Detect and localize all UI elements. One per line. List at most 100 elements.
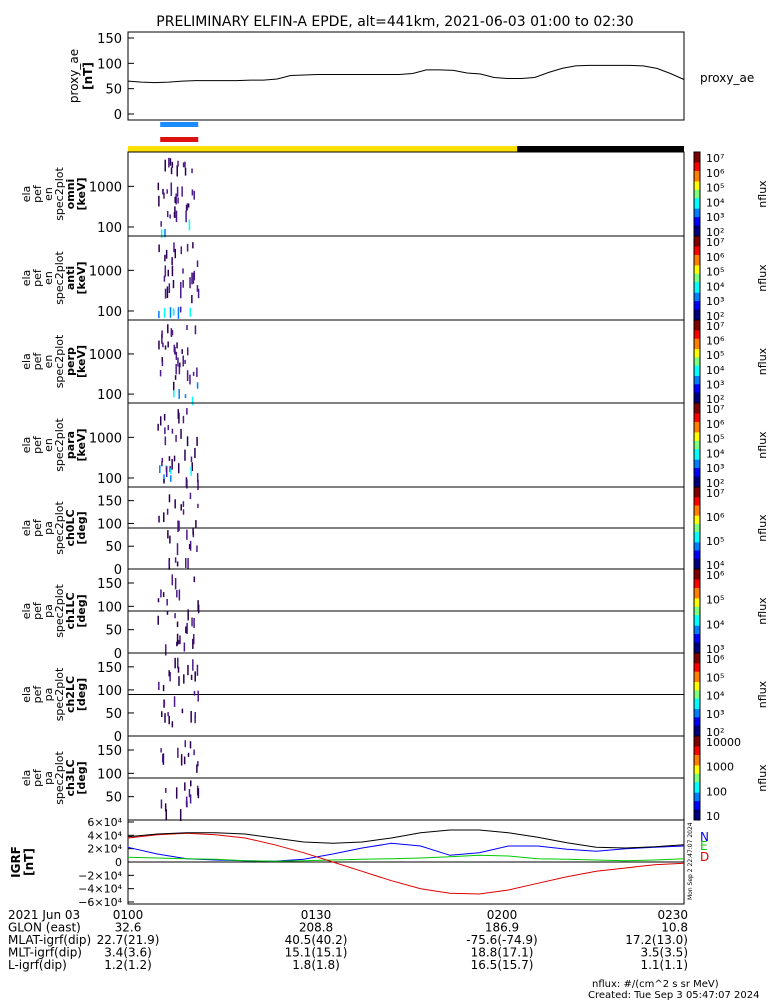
colorbar-segment [694, 729, 700, 733]
spectrogram-cell [177, 197, 179, 204]
colorbar-segment [694, 288, 700, 292]
colorbar-segment [694, 311, 700, 315]
panel-ylabel-line: en [42, 187, 55, 201]
colorbar-segment [694, 778, 700, 781]
ephemeris-row-label: L-igrf(dip) [8, 958, 67, 972]
colorbar-segment [694, 162, 700, 166]
panel-frame [127, 402, 685, 488]
colorbar-segment [694, 581, 700, 585]
spectrogram-cell [179, 306, 182, 313]
colorbar-segment [694, 200, 700, 203]
spectrogram-cell [192, 272, 195, 284]
colorbar-tick-label: 10⁴ [706, 447, 725, 460]
spectrogram-cell [158, 244, 160, 253]
igrf-ytick-label: −4×10⁴ [78, 883, 122, 896]
colorbar-segment [694, 371, 700, 375]
ephemeris-cell: 16.5(15.7) [471, 958, 534, 972]
panel-ylabel-line: pef [31, 601, 44, 620]
colorbar-tick-label: 10⁴ [706, 364, 725, 377]
colorbar-segment [694, 579, 700, 583]
colorbar-segment [694, 384, 700, 387]
colorbar-tick-label: 10³ [706, 643, 724, 656]
proxy-ae-ytick-label: 50 [105, 83, 122, 98]
colorbar-tick-label: 10⁵ [706, 349, 724, 362]
spectrogram-cell [187, 664, 189, 676]
colorbar-segment [694, 240, 700, 243]
colorbar-segment [694, 367, 700, 371]
spectrogram-cell [167, 269, 170, 277]
spectrogram-cell [175, 434, 177, 442]
colorbar-tick-label: 10² [706, 393, 724, 406]
panel-ylabel-line: omni [64, 179, 77, 210]
colorbar-segment [694, 803, 700, 806]
colorbar-tick-label: 10⁴ [706, 690, 725, 703]
colorbar-segment [694, 538, 700, 541]
colorbar-segment [694, 196, 700, 199]
colorbar-segment [694, 773, 700, 777]
colorbar-segment [694, 246, 700, 250]
panel-ylabel-line: spec2plot [53, 167, 66, 221]
spectrogram-cell [184, 740, 187, 748]
colorbar-segment [694, 627, 700, 631]
spectrogram-cells [158, 324, 199, 406]
spectrogram-cell [163, 478, 165, 484]
colorbar-segment [694, 351, 700, 354]
colorbar-segment [694, 376, 700, 379]
spectrogram-cell [170, 182, 173, 190]
spectrogram-cell [163, 275, 166, 282]
colorbar-label: nflux [756, 764, 769, 792]
spectrogram-cell [186, 370, 189, 381]
colorbar-segment [694, 269, 700, 273]
igrf-ylabel-line1: IGRF [9, 846, 23, 878]
spectrogram-cell [172, 279, 175, 289]
colorbar-segment [694, 655, 700, 658]
panel-ytick-label: 150 [97, 661, 122, 676]
spectrogram-cell [173, 455, 176, 462]
spectrogram-cell [177, 666, 180, 673]
colorbar-segment [694, 194, 700, 197]
spectrogram-cell [163, 192, 165, 199]
colorbar-segment [694, 380, 700, 383]
colorbar-segment [694, 629, 700, 633]
proxy-ae-panel: 0 50 100 150 proxy_ae [nT] proxy_ae [67, 31, 754, 123]
colorbar-segment [694, 517, 700, 521]
colorbar-tick-label: 10⁶ [706, 511, 725, 524]
colorbar-segment [694, 185, 700, 189]
spectrogram-cell [163, 414, 166, 421]
colorbar-segment [694, 320, 700, 323]
colorbar-segment [694, 784, 700, 787]
colorbar-segment [694, 328, 700, 331]
colorbar-segment [694, 307, 700, 310]
spectrogram-cell [196, 382, 199, 389]
panel-ytick-label: 1000 [89, 348, 122, 363]
spectrogram-cell [192, 242, 194, 249]
colorbar-segment [694, 271, 700, 275]
spectrogram-cell [168, 715, 170, 725]
colorbar-segment [694, 650, 700, 654]
colorbar-segment [694, 562, 700, 566]
spectrogram-cell [182, 162, 185, 168]
side-timestamp: Mon Sep 2 22:47:07 2024 [687, 822, 694, 900]
colorbar-segment [694, 346, 700, 350]
panel-ytick-label: 100 [97, 305, 122, 320]
spectrogram-cell [176, 165, 178, 177]
colorbar-segment [694, 263, 700, 266]
spectrogram-cell [160, 221, 162, 227]
colorbar-segment [694, 449, 700, 452]
spectrogram-cell [192, 659, 194, 671]
spectrogram-cell [168, 283, 171, 293]
spectrogram-cell [194, 715, 196, 724]
spectrogram-cell [196, 764, 198, 773]
spectrogram-cell [196, 664, 199, 676]
colorbar-segment [694, 731, 700, 735]
spectrogram-cell [194, 711, 197, 718]
colorbar-segment [694, 558, 700, 562]
panel-ylabel-line: ela [20, 603, 33, 620]
colorbar-segment [694, 621, 700, 625]
colorbar-segment [694, 575, 700, 578]
blue-bar [160, 122, 199, 127]
